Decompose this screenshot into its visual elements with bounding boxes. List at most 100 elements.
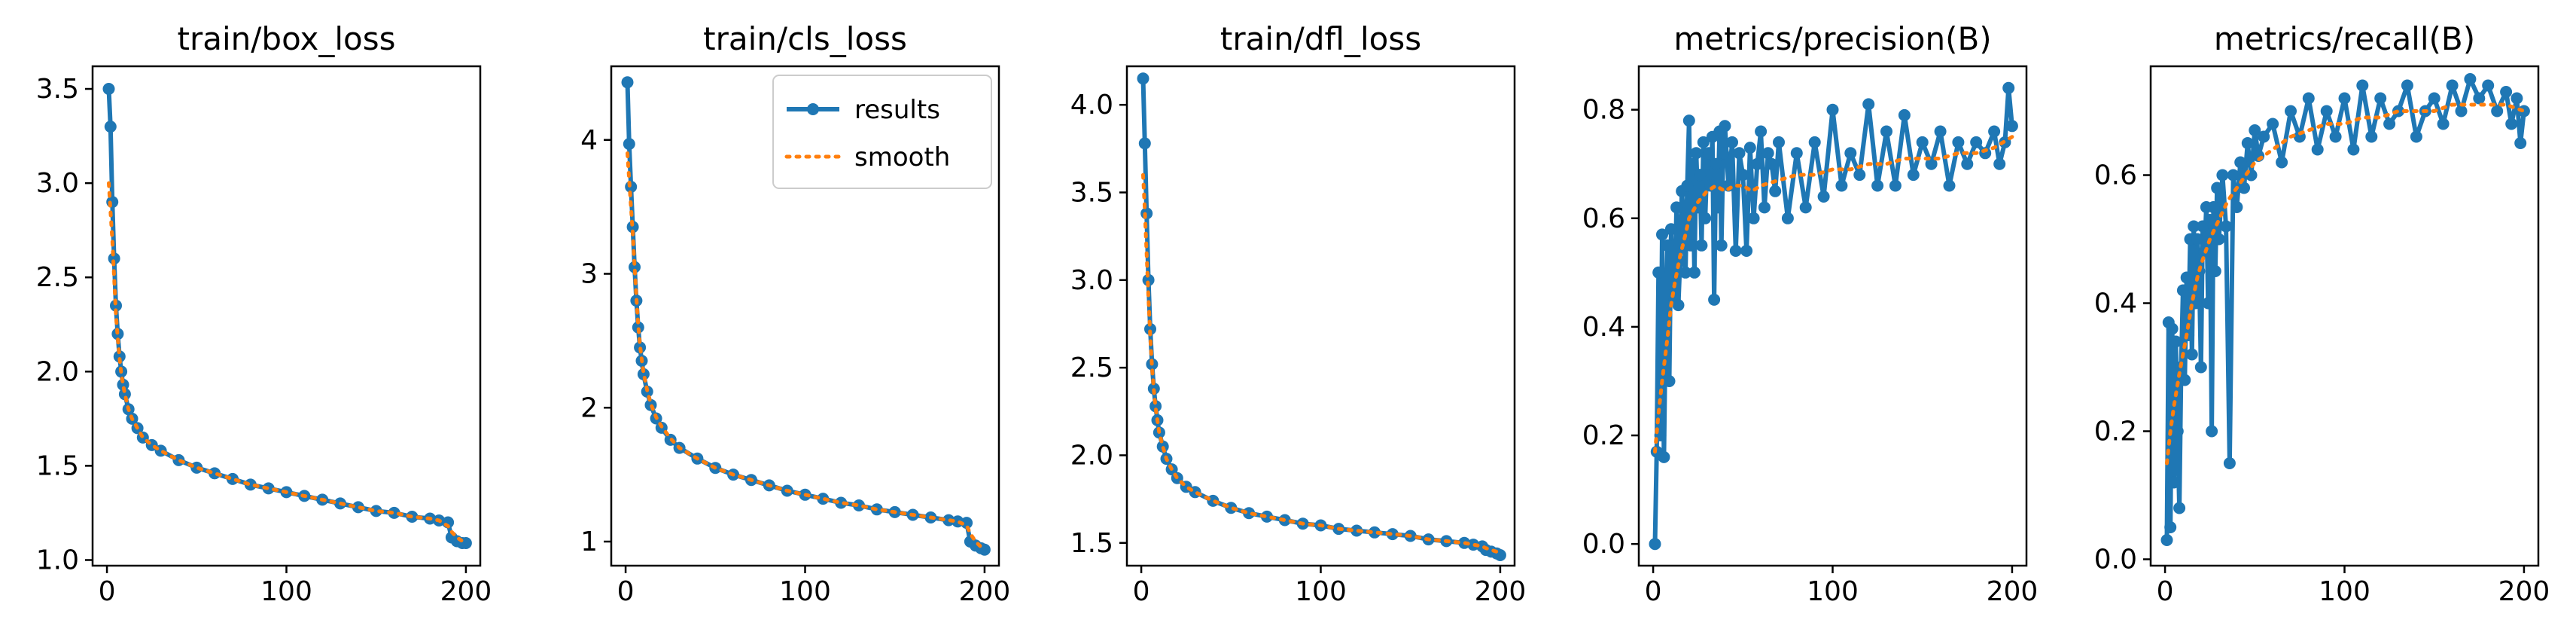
results-data-point [1835, 179, 1848, 192]
results-data-point [853, 499, 865, 511]
x-tick-label: 200 [959, 576, 1011, 607]
results-data-point [1925, 157, 1938, 170]
results-data-point [1781, 212, 1794, 224]
y-tick-label: 0.2 [1582, 420, 1625, 451]
results-data-point [2180, 271, 2193, 284]
chart-panel-4: metrics/precision(B) 0 100 200 0.0 0.2 0.4 0.6 0… [1582, 20, 2039, 607]
results-data-point [1733, 147, 1746, 160]
results-data-point [209, 467, 221, 480]
results-data-point [102, 83, 115, 95]
results-data-point [2188, 220, 2200, 233]
results-data-point [2216, 169, 2229, 182]
results-data-point [2168, 476, 2180, 489]
results-data-point [2285, 105, 2297, 118]
results-data-point [1670, 201, 1683, 214]
results-data-point [2374, 92, 2387, 105]
y-tick-label: 2 [580, 392, 598, 423]
y-tick-label: 0.6 [1582, 203, 1625, 234]
y-tick-label: 0.0 [2094, 545, 2137, 575]
x-tick-label: 100 [1807, 576, 1859, 607]
results-data-point [2209, 265, 2221, 277]
results-data-point [1663, 375, 1676, 387]
results-data-point [244, 478, 257, 491]
results-data-point [2005, 120, 2018, 133]
results-data-point [2356, 79, 2369, 92]
x-tick-label: 200 [2498, 576, 2550, 607]
results-data-point [1755, 125, 1768, 138]
chart-panel-2: train/cls_loss 0 100 200 1 2 3 4 results smooth [580, 20, 1010, 607]
results-data-point [2185, 348, 2198, 361]
results-data-point [2207, 201, 2220, 213]
y-tick-label: 3.0 [36, 168, 79, 199]
results-data-point [117, 378, 129, 391]
results-data-point [2505, 118, 2518, 130]
results-data-point [2191, 233, 2203, 246]
results-data-point [2365, 130, 2378, 143]
y-tick-label: 3.0 [1070, 265, 1113, 296]
results-series-line [2164, 77, 2526, 541]
panel-title: train/dfl_loss [1220, 20, 1421, 57]
results-data-point [370, 505, 382, 517]
results-data-point [2276, 156, 2288, 169]
legend-box [772, 75, 992, 189]
y-tick-label: 2.5 [36, 262, 79, 293]
results-data-point [1719, 120, 1731, 133]
results-data-point [1970, 136, 1983, 148]
results-data-point [2203, 214, 2216, 226]
x-tick-label: 100 [1295, 576, 1347, 607]
y-tick-label: 4.0 [1070, 90, 1113, 121]
results-data-point [1961, 157, 1974, 170]
results-data-point [2241, 137, 2254, 149]
results-data-point [1686, 157, 1699, 170]
results-data-point [1710, 157, 1722, 170]
results-data-point [1144, 322, 1156, 335]
y-tick-label: 3.5 [36, 74, 79, 105]
panel-title: metrics/precision(B) [1673, 20, 1991, 57]
results-data-point [1880, 125, 1892, 138]
results-data-point [2482, 79, 2495, 92]
results-data-point [1898, 108, 1911, 121]
y-tick-label: 0.8 [1582, 95, 1625, 126]
results-data-point [1694, 169, 1707, 182]
legend-results-label: results [854, 95, 940, 125]
results-data-point [2514, 137, 2527, 149]
y-tick-label: 3.5 [1070, 177, 1113, 208]
results-data-point [1649, 538, 1661, 551]
smooth-series-line [1653, 135, 2014, 454]
results-series-line [1140, 78, 1502, 557]
results-data-point [1943, 179, 1956, 192]
results-data-point [1699, 212, 1712, 224]
x-tick-label: 0 [1645, 576, 1662, 607]
results-data-point [1934, 125, 1947, 138]
results-data-point [1826, 103, 1839, 116]
results-data-point [2234, 156, 2247, 169]
results-data-point [1690, 147, 1703, 160]
results-data-point [118, 388, 131, 401]
results-data-point [2302, 92, 2315, 105]
results-data-point [1656, 228, 1668, 241]
results-data-point [1137, 72, 1149, 85]
results-data-point [113, 350, 126, 363]
results-data-point [1853, 169, 1866, 182]
results-data-point [1149, 400, 1162, 413]
results-data-point [1889, 179, 1902, 192]
x-tick-label: 100 [779, 576, 831, 607]
results-data-point [2410, 130, 2422, 143]
results-data-point [1737, 169, 1749, 182]
results-data-point [2428, 92, 2441, 105]
results-data-point [1747, 212, 1760, 224]
results-data-point [1681, 179, 1694, 192]
results-data-point [2258, 130, 2270, 143]
results-data-point [2212, 233, 2225, 246]
results-data-point [2166, 322, 2179, 335]
results-data-point [1711, 201, 1724, 214]
results-data-point [106, 196, 119, 209]
results-data-point [1369, 526, 1381, 539]
results-data-point [1817, 191, 1830, 203]
smooth-series-line [1141, 172, 1503, 556]
results-data-point [2500, 86, 2513, 98]
y-tick-label: 2.0 [36, 356, 79, 387]
results-data-point [2249, 124, 2261, 136]
results-data-point [388, 506, 400, 519]
